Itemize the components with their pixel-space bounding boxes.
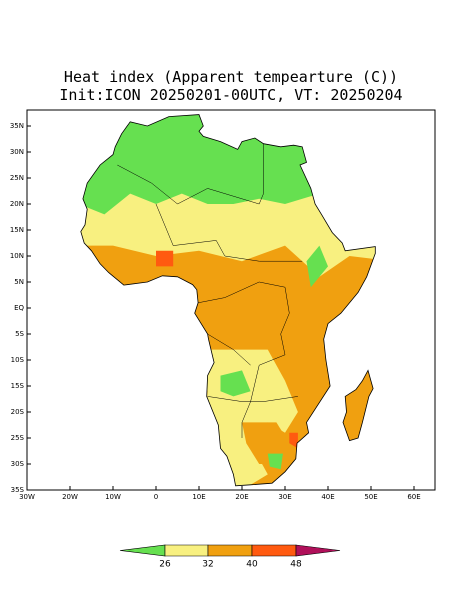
- lat-label: 10N: [10, 252, 24, 260]
- lat-label: 10S: [11, 356, 25, 364]
- lat-label: 5S: [15, 330, 24, 338]
- lat-label: 35N: [10, 122, 24, 130]
- land-fill: [80, 114, 376, 486]
- map-frame: [26, 109, 436, 491]
- lon-label: 0: [154, 493, 158, 501]
- lat-label: 35S: [11, 486, 25, 494]
- lat-label: 5N: [14, 278, 24, 286]
- colorbar-label: 40: [246, 560, 258, 570]
- lat-label: 15S: [11, 382, 25, 390]
- lon-label: 40E: [321, 493, 334, 501]
- lat-label: 20S: [11, 408, 25, 416]
- lat-label: 20N: [10, 200, 24, 208]
- colorbar-label: 32: [202, 560, 213, 570]
- border: [155, 203, 303, 262]
- map: [80, 114, 376, 487]
- border: [207, 396, 298, 402]
- zone: [267, 453, 283, 470]
- lon-label: 20E: [235, 493, 248, 501]
- lat-label: 30S: [11, 460, 25, 468]
- zone: [80, 114, 376, 215]
- lon-label: 30W: [19, 493, 35, 501]
- lat-label: 15N: [10, 226, 24, 234]
- zone: [220, 370, 251, 397]
- colorbar-box: [119, 544, 166, 557]
- coastline: [80, 114, 376, 487]
- border: [198, 281, 290, 438]
- lat-label: EQ: [14, 304, 24, 312]
- title-line: Heat index (Apparent tempearture (C)): [64, 68, 398, 86]
- lon-label: 10E: [192, 493, 205, 501]
- lat-label: 25N: [10, 174, 24, 182]
- coastline: [342, 369, 374, 442]
- colorbar-box: [295, 544, 341, 557]
- colorbar-box: [251, 544, 297, 557]
- lon-label: 20W: [62, 493, 78, 501]
- zone: [156, 250, 174, 267]
- lon-label: 10W: [105, 493, 121, 501]
- lat-label: 30N: [10, 148, 24, 156]
- colorbar-box: [207, 544, 253, 557]
- title-line: Init:ICON 20250201-00UTC, VT: 20250204: [59, 86, 402, 104]
- colorbar: 26 32 40 48: [119, 544, 341, 570]
- lon-label: 60E: [407, 493, 420, 501]
- colorbar-box: [164, 544, 209, 557]
- colorbar-label: 48: [290, 560, 302, 570]
- lat-label: 25S: [11, 434, 25, 442]
- zone: [306, 245, 328, 288]
- zone: [289, 432, 298, 449]
- border: [117, 143, 264, 205]
- colorbar-label: 26: [159, 560, 171, 570]
- lon-label: 30E: [278, 493, 291, 501]
- border: [207, 333, 251, 366]
- lon-label: 50E: [364, 493, 377, 501]
